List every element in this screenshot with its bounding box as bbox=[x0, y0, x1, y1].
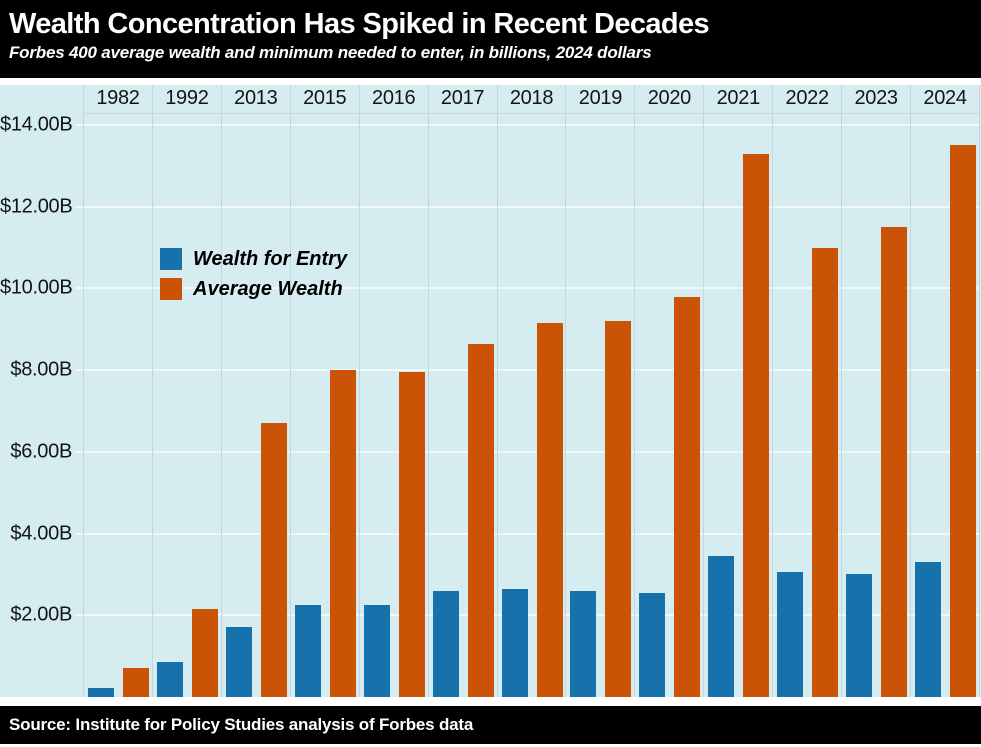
bar-average-2018 bbox=[536, 323, 563, 697]
bar-entry-2018 bbox=[501, 589, 528, 697]
y-tick-label: $10.00B bbox=[0, 276, 73, 299]
bar-entry-2021 bbox=[708, 556, 735, 697]
x-tick-label-2019: 2019 bbox=[566, 85, 635, 114]
bar-average-2021 bbox=[743, 154, 770, 697]
bar-average-2017 bbox=[467, 344, 494, 697]
y-tick-label: $8.00B bbox=[10, 358, 72, 381]
columns-layer: 1982 1992 2013 2015 2016 2017 2018 2019 2020 2021… bbox=[83, 85, 980, 697]
bar-average-2015 bbox=[329, 370, 356, 697]
gridline-$8.00B bbox=[75, 369, 980, 372]
bar-average-1982 bbox=[123, 668, 149, 697]
bar-average-2013 bbox=[260, 423, 287, 697]
bar-entry-2023 bbox=[846, 574, 873, 697]
column-1992: 1992 bbox=[151, 85, 221, 697]
column-2016: 2016 bbox=[358, 85, 428, 697]
x-tick-label-2016: 2016 bbox=[359, 85, 428, 114]
legend-label: Average Wealth bbox=[193, 277, 343, 300]
bar-entry-2015 bbox=[294, 605, 321, 697]
x-tick-label-2020: 2020 bbox=[635, 85, 704, 114]
bar-entry-1992 bbox=[156, 662, 183, 697]
x-tick-label-2021: 2021 bbox=[704, 85, 773, 114]
column-2015: 2015 bbox=[289, 85, 359, 697]
column-2022: 2022 bbox=[772, 85, 842, 697]
legend-swatch-average bbox=[160, 278, 182, 300]
column-2017: 2017 bbox=[427, 85, 497, 697]
y-tick-label: $2.00B bbox=[10, 603, 72, 626]
column-1982: 1982 bbox=[83, 85, 152, 697]
gridline-$4.00B bbox=[75, 532, 980, 535]
bar-average-2022 bbox=[812, 248, 839, 697]
x-tick-label-1982: 1982 bbox=[84, 85, 152, 114]
x-tick-label-2018: 2018 bbox=[497, 85, 566, 114]
chart-header: Wealth Concentration Has Spiked in Recen… bbox=[0, 0, 981, 78]
bar-average-2016 bbox=[398, 372, 425, 697]
bar-average-1992 bbox=[191, 609, 218, 697]
y-tick-label: $14.00B bbox=[0, 113, 73, 136]
x-tick-label-2024: 2024 bbox=[911, 85, 979, 114]
column-2020: 2020 bbox=[634, 85, 704, 697]
legend-label: Wealth for Entry bbox=[193, 247, 348, 270]
column-2023: 2023 bbox=[841, 85, 911, 697]
plot-area: $2.00B $4.00B $6.00B $8.00B $10.00B $12.00B $1… bbox=[0, 85, 981, 697]
legend-item-entry: Wealth for Entry bbox=[160, 248, 347, 270]
bar-entry-2022 bbox=[777, 572, 804, 697]
x-tick-label-2013: 2013 bbox=[221, 85, 290, 114]
gridline-$12.00B bbox=[75, 205, 980, 208]
gridline-$14.00B bbox=[75, 123, 980, 126]
bar-average-2020 bbox=[674, 297, 701, 697]
x-tick-label-2015: 2015 bbox=[290, 85, 359, 114]
bar-average-2023 bbox=[881, 227, 908, 697]
bar-entry-1982 bbox=[88, 688, 114, 697]
x-tick-label-1992: 1992 bbox=[152, 85, 221, 114]
y-tick-label: $6.00B bbox=[10, 440, 72, 463]
gridline-$6.00B bbox=[75, 450, 980, 453]
x-tick-label-2017: 2017 bbox=[428, 85, 497, 114]
x-tick-label-2023: 2023 bbox=[842, 85, 911, 114]
column-2018: 2018 bbox=[496, 85, 566, 697]
chart-title: Wealth Concentration Has Spiked in Recen… bbox=[9, 8, 710, 40]
legend: Wealth for Entry Average Wealth bbox=[160, 248, 347, 308]
column-2024: 2024 bbox=[910, 85, 980, 697]
y-tick-label: $12.00B bbox=[0, 195, 73, 218]
bar-entry-2019 bbox=[570, 591, 597, 697]
legend-item-average: Average Wealth bbox=[160, 278, 347, 300]
bar-average-2024 bbox=[950, 145, 977, 697]
column-2019: 2019 bbox=[565, 85, 635, 697]
chart-subtitle: Forbes 400 average wealth and minimum ne… bbox=[9, 43, 652, 63]
y-tick-label: $4.00B bbox=[10, 522, 72, 545]
gridline-$10.00B bbox=[75, 287, 980, 290]
legend-swatch-entry bbox=[160, 248, 182, 270]
column-2021: 2021 bbox=[703, 85, 773, 697]
bar-entry-2020 bbox=[639, 593, 666, 697]
column-2013: 2013 bbox=[220, 85, 290, 697]
bar-entry-2013 bbox=[225, 627, 252, 697]
source-bar: Source: Institute for Policy Studies ana… bbox=[0, 706, 981, 744]
bar-entry-2017 bbox=[432, 591, 459, 697]
x-tick-label-2022: 2022 bbox=[773, 85, 842, 114]
source-text: Source: Institute for Policy Studies ana… bbox=[9, 715, 474, 734]
bar-entry-2016 bbox=[363, 605, 390, 697]
bar-entry-2024 bbox=[915, 562, 942, 697]
bar-average-2019 bbox=[605, 321, 632, 697]
